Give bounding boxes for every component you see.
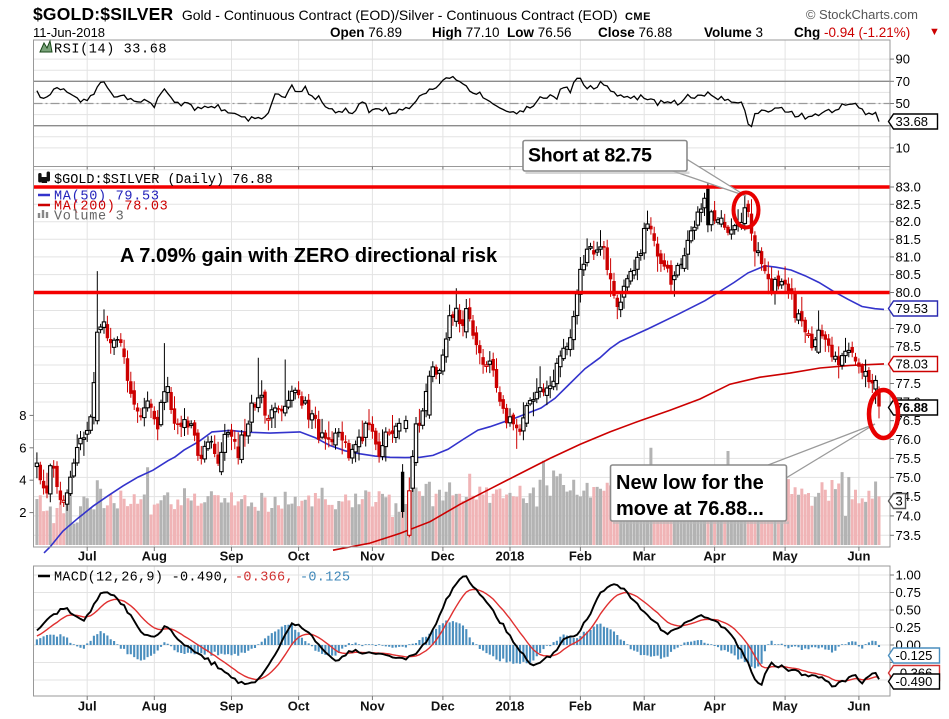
svg-text:MACD(12,26,9) -0.490,: MACD(12,26,9) -0.490,	[54, 571, 230, 586]
svg-text:May: May	[772, 549, 798, 564]
svg-text:Short at 82.75: Short at 82.75	[528, 145, 652, 167]
svg-text:1.00: 1.00	[896, 568, 921, 583]
svg-text:Nov: Nov	[360, 699, 385, 714]
svg-text:33.68: 33.68	[896, 114, 929, 129]
svg-text:80.5: 80.5	[896, 267, 921, 282]
svg-text:-0.125: -0.125	[896, 648, 933, 663]
svg-text:90: 90	[896, 52, 910, 67]
svg-text:Sep: Sep	[220, 549, 244, 564]
svg-text:MA(50) 79.53: MA(50) 79.53	[54, 190, 160, 205]
svg-text:50: 50	[896, 96, 910, 111]
svg-text:Aug: Aug	[142, 549, 167, 564]
svg-text:Volume 3: Volume 3	[54, 210, 124, 225]
svg-text:Mar: Mar	[633, 699, 656, 714]
svg-text:0.50: 0.50	[896, 603, 921, 618]
svg-text:4: 4	[19, 473, 26, 488]
svg-text:$GOLD:$SILVER (Daily) 76.88: $GOLD:$SILVER (Daily) 76.88	[54, 173, 273, 188]
svg-text:76.88: 76.88	[896, 400, 929, 415]
svg-text:Jul: Jul	[78, 699, 97, 714]
svg-text:Sep: Sep	[220, 699, 244, 714]
svg-text:2: 2	[19, 505, 26, 520]
svg-text:8: 8	[19, 408, 26, 423]
svg-text:Oct: Oct	[288, 549, 310, 564]
svg-text:10: 10	[896, 140, 910, 155]
svg-text:6: 6	[19, 440, 26, 455]
svg-text:81.0: 81.0	[896, 249, 921, 264]
svg-text:76.5: 76.5	[896, 413, 921, 428]
svg-text:77.5: 77.5	[896, 376, 921, 391]
svg-text:0.25: 0.25	[896, 620, 921, 635]
svg-text:Nov: Nov	[360, 549, 385, 564]
svg-text:3: 3	[896, 494, 903, 509]
svg-text:2018: 2018	[495, 549, 524, 564]
svg-text:2018: 2018	[495, 699, 524, 714]
svg-text:Dec: Dec	[431, 699, 455, 714]
svg-text:Jun: Jun	[847, 699, 870, 714]
svg-text:80.0: 80.0	[896, 285, 921, 300]
svg-text:79.0: 79.0	[896, 321, 921, 336]
svg-text:73.5: 73.5	[896, 528, 921, 543]
svg-text:move at 76.88...: move at 76.88...	[616, 498, 764, 520]
svg-text:82.0: 82.0	[896, 214, 921, 229]
svg-text:78.5: 78.5	[896, 339, 921, 354]
svg-text:Feb: Feb	[569, 549, 592, 564]
svg-text:Apr: Apr	[703, 549, 725, 564]
svg-text:75.5: 75.5	[896, 451, 921, 466]
svg-text:76.0: 76.0	[896, 432, 921, 447]
svg-text:Jun: Jun	[847, 549, 870, 564]
svg-text:Aug: Aug	[142, 699, 167, 714]
svg-text:81.5: 81.5	[896, 232, 921, 247]
svg-text:A 7.09% gain with ZERO directi: A 7.09% gain with ZERO directional risk	[120, 245, 498, 267]
svg-text:82.5: 82.5	[896, 197, 921, 212]
svg-text:Feb: Feb	[569, 699, 592, 714]
svg-text:Apr: Apr	[703, 699, 725, 714]
svg-text:New low for the: New low for the	[616, 472, 764, 494]
svg-text:75.0: 75.0	[896, 470, 921, 485]
svg-text:74.0: 74.0	[896, 508, 921, 523]
svg-text:Jul: Jul	[78, 549, 97, 564]
svg-text:-0.366,: -0.366,	[235, 571, 294, 586]
svg-text:70: 70	[896, 74, 910, 89]
svg-text:MA(200) 78.03: MA(200) 78.03	[54, 200, 168, 215]
svg-text:-0.490: -0.490	[896, 674, 933, 689]
svg-text:Oct: Oct	[288, 699, 310, 714]
svg-text:May: May	[772, 699, 798, 714]
svg-text:Dec: Dec	[431, 549, 455, 564]
svg-text:RSI(14) 33.68: RSI(14) 33.68	[54, 43, 167, 58]
svg-text:78.03: 78.03	[896, 357, 929, 372]
svg-text:79.53: 79.53	[896, 301, 929, 316]
svg-text:0.75: 0.75	[896, 585, 921, 600]
svg-text:-0.125: -0.125	[300, 571, 350, 586]
svg-text:Mar: Mar	[633, 549, 656, 564]
svg-text:83.0: 83.0	[896, 180, 921, 195]
